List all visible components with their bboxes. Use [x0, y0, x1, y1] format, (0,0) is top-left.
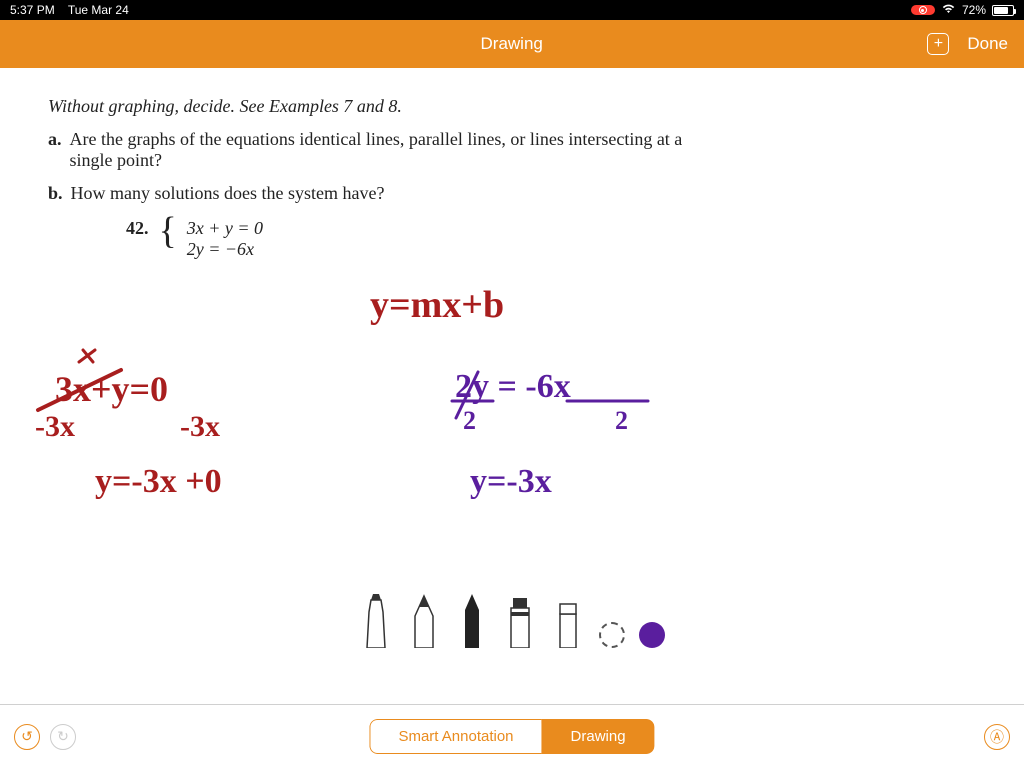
equation-1: 3x + y = 0: [187, 218, 263, 239]
mode-segmented-control: Smart Annotation Drawing: [369, 719, 654, 754]
handwriting-result2: y=-3x: [470, 463, 552, 501]
handwriting-result1: y=-3x +0: [95, 463, 222, 501]
handwriting-div2b: 2: [615, 406, 628, 436]
part-b-label: b.: [48, 183, 63, 204]
handwriting-slope_form: y=mx+b: [370, 283, 504, 327]
nav-right: + Done: [927, 33, 1008, 55]
handwriting-sub_right: -3x: [180, 410, 220, 444]
equations: 3x + y = 0 2y = −6x: [187, 218, 263, 260]
pen-tool[interactable]: [455, 594, 489, 648]
page-title: Drawing: [96, 34, 927, 54]
status-time: 5:37 PM: [10, 3, 55, 17]
drawing-canvas[interactable]: Without graphing, decide. See Examples 7…: [0, 68, 1024, 704]
part-a-label: a.: [48, 129, 62, 171]
status-time-date: 5:37 PM Tue Mar 24: [10, 3, 911, 17]
problem-number: 42.: [126, 218, 149, 239]
smart-annotation-tab[interactable]: Smart Annotation: [369, 719, 541, 754]
battery-fill: [994, 7, 1008, 14]
status-date: Tue Mar 24: [68, 3, 129, 17]
part-a: a. Are the graphs of the equations ident…: [48, 129, 688, 171]
status-right: 72%: [911, 3, 1014, 17]
pencil-tool[interactable]: [407, 594, 441, 648]
bottom-toolbar: ↺ ↻ Smart Annotation Drawing Ⓐ: [0, 704, 1024, 768]
fraction-bar-right: [565, 398, 650, 404]
instruction-text: Without graphing, decide. See Examples 7…: [48, 96, 688, 117]
wifi-icon: [941, 3, 956, 17]
color-picker[interactable]: [639, 622, 665, 648]
part-b: b. How many solutions does the system ha…: [48, 183, 688, 204]
redo-button[interactable]: ↻: [50, 724, 76, 750]
highlighter-tool[interactable]: [503, 594, 537, 648]
cancel-mark: [75, 346, 101, 368]
add-button[interactable]: +: [927, 33, 949, 55]
battery-percent: 72%: [962, 3, 986, 17]
lasso-tool[interactable]: [599, 622, 625, 648]
problem-text: Without graphing, decide. See Examples 7…: [48, 96, 688, 260]
equation-system: 42. { 3x + y = 0 2y = −6x: [126, 218, 688, 260]
tool-tray: [359, 594, 665, 648]
markup-assist-button[interactable]: Ⓐ: [984, 724, 1010, 750]
cancel-2-left: [452, 368, 482, 423]
part-a-text: Are the graphs of the equations identica…: [70, 129, 689, 171]
record-icon: [919, 6, 927, 14]
drawing-tab[interactable]: Drawing: [542, 719, 655, 754]
status-bar: 5:37 PM Tue Mar 24 72%: [0, 0, 1024, 20]
marker-tool[interactable]: [359, 594, 393, 648]
battery-icon: [992, 5, 1014, 16]
done-button[interactable]: Done: [967, 34, 1008, 54]
strike-3x-left: [33, 368, 128, 418]
undo-button[interactable]: ↺: [14, 724, 40, 750]
equation-2: 2y = −6x: [187, 239, 263, 260]
nav-bar: Drawing + Done: [0, 20, 1024, 68]
eraser-tool[interactable]: [551, 594, 585, 648]
part-b-text: How many solutions does the system have?: [71, 183, 385, 204]
brace-icon: {: [159, 214, 177, 248]
recording-indicator: [911, 5, 935, 15]
